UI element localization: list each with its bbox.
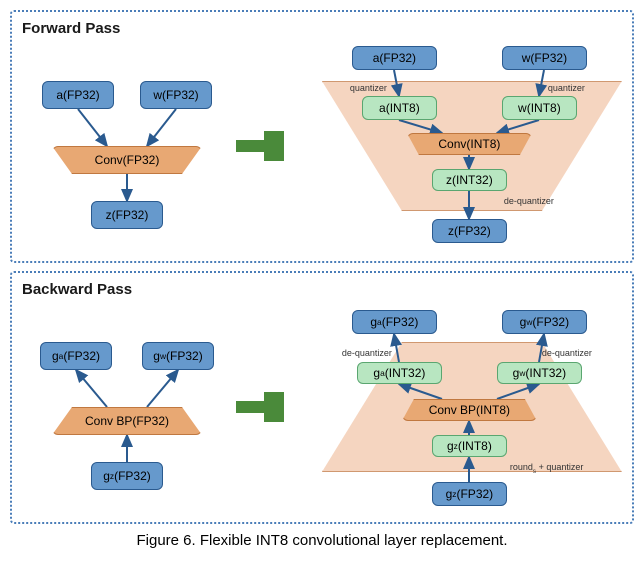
backward-pass-panel: Backward Pass ga(FP32) gw(FP32) Conv BP(FP… xyxy=(10,271,634,524)
forward-left: a(FP32) w(FP32) Conv(FP32) z(FP32) xyxy=(22,51,226,241)
forward-right: a(FP32) w(FP32) a(INT8) w(INT8) Conv(INT8) z(… xyxy=(292,41,622,251)
node-gw32i: gw(INT32) xyxy=(497,362,582,384)
backward-right: ga(FP32) gw(FP32) ga(INT32) gw(INT32) Conv B… xyxy=(292,302,622,512)
figure-caption: Figure 6. Flexible INT8 convolutional la… xyxy=(10,532,634,549)
node-z32f: z(FP32) xyxy=(432,219,507,243)
node-gz8: gz(INT8) xyxy=(432,435,507,457)
node-ga32i: ga(INT32) xyxy=(357,362,442,384)
node-gz32: gz(FP32) xyxy=(432,482,507,506)
annotation-label: quantizer xyxy=(350,83,387,93)
forward-body: a(FP32) w(FP32) Conv(FP32) z(FP32) a(FP32) w… xyxy=(22,41,622,251)
node-gz: gz(FP32) xyxy=(91,462,163,490)
node-a32: a(FP32) xyxy=(352,46,437,70)
node-z32i: z(INT32) xyxy=(432,169,507,191)
node-w8: w(INT8) xyxy=(502,96,577,120)
backward-body: ga(FP32) gw(FP32) Conv BP(FP32) gz(FP32) ga… xyxy=(22,302,622,512)
node-ga32: ga(FP32) xyxy=(352,310,437,334)
node-a: a(FP32) xyxy=(42,81,114,109)
forward-pass-panel: Forward Pass a(FP32) w(FP32) Conv(FP32) z(F… xyxy=(10,10,634,263)
node-conv8: Conv(INT8) xyxy=(407,133,532,155)
annotation-label: de-quantizer xyxy=(542,348,592,358)
annotation-label: rounds + quantizer xyxy=(510,462,583,475)
backward-arrow xyxy=(234,392,284,422)
node-z: z(FP32) xyxy=(91,201,163,229)
backward-left: ga(FP32) gw(FP32) Conv BP(FP32) gz(FP32) xyxy=(22,312,226,502)
backward-title: Backward Pass xyxy=(22,281,622,298)
node-convbp8: Conv BP(INT8) xyxy=(402,399,537,421)
node-a8: a(INT8) xyxy=(362,96,437,120)
annotation-label: de-quantizer xyxy=(504,196,554,206)
node-w32: w(FP32) xyxy=(502,46,587,70)
node-gw: gw(FP32) xyxy=(142,342,214,370)
node-gw32: gw(FP32) xyxy=(502,310,587,334)
annotation-label: de-quantizer xyxy=(342,348,392,358)
node-ga: ga(FP32) xyxy=(40,342,112,370)
forward-title: Forward Pass xyxy=(22,20,622,37)
node-conv: Conv(FP32) xyxy=(52,146,202,174)
forward-arrow xyxy=(234,131,284,161)
node-w: w(FP32) xyxy=(140,81,212,109)
node-convbp: Conv BP(FP32) xyxy=(52,407,202,435)
annotation-label: quantizer xyxy=(548,83,585,93)
